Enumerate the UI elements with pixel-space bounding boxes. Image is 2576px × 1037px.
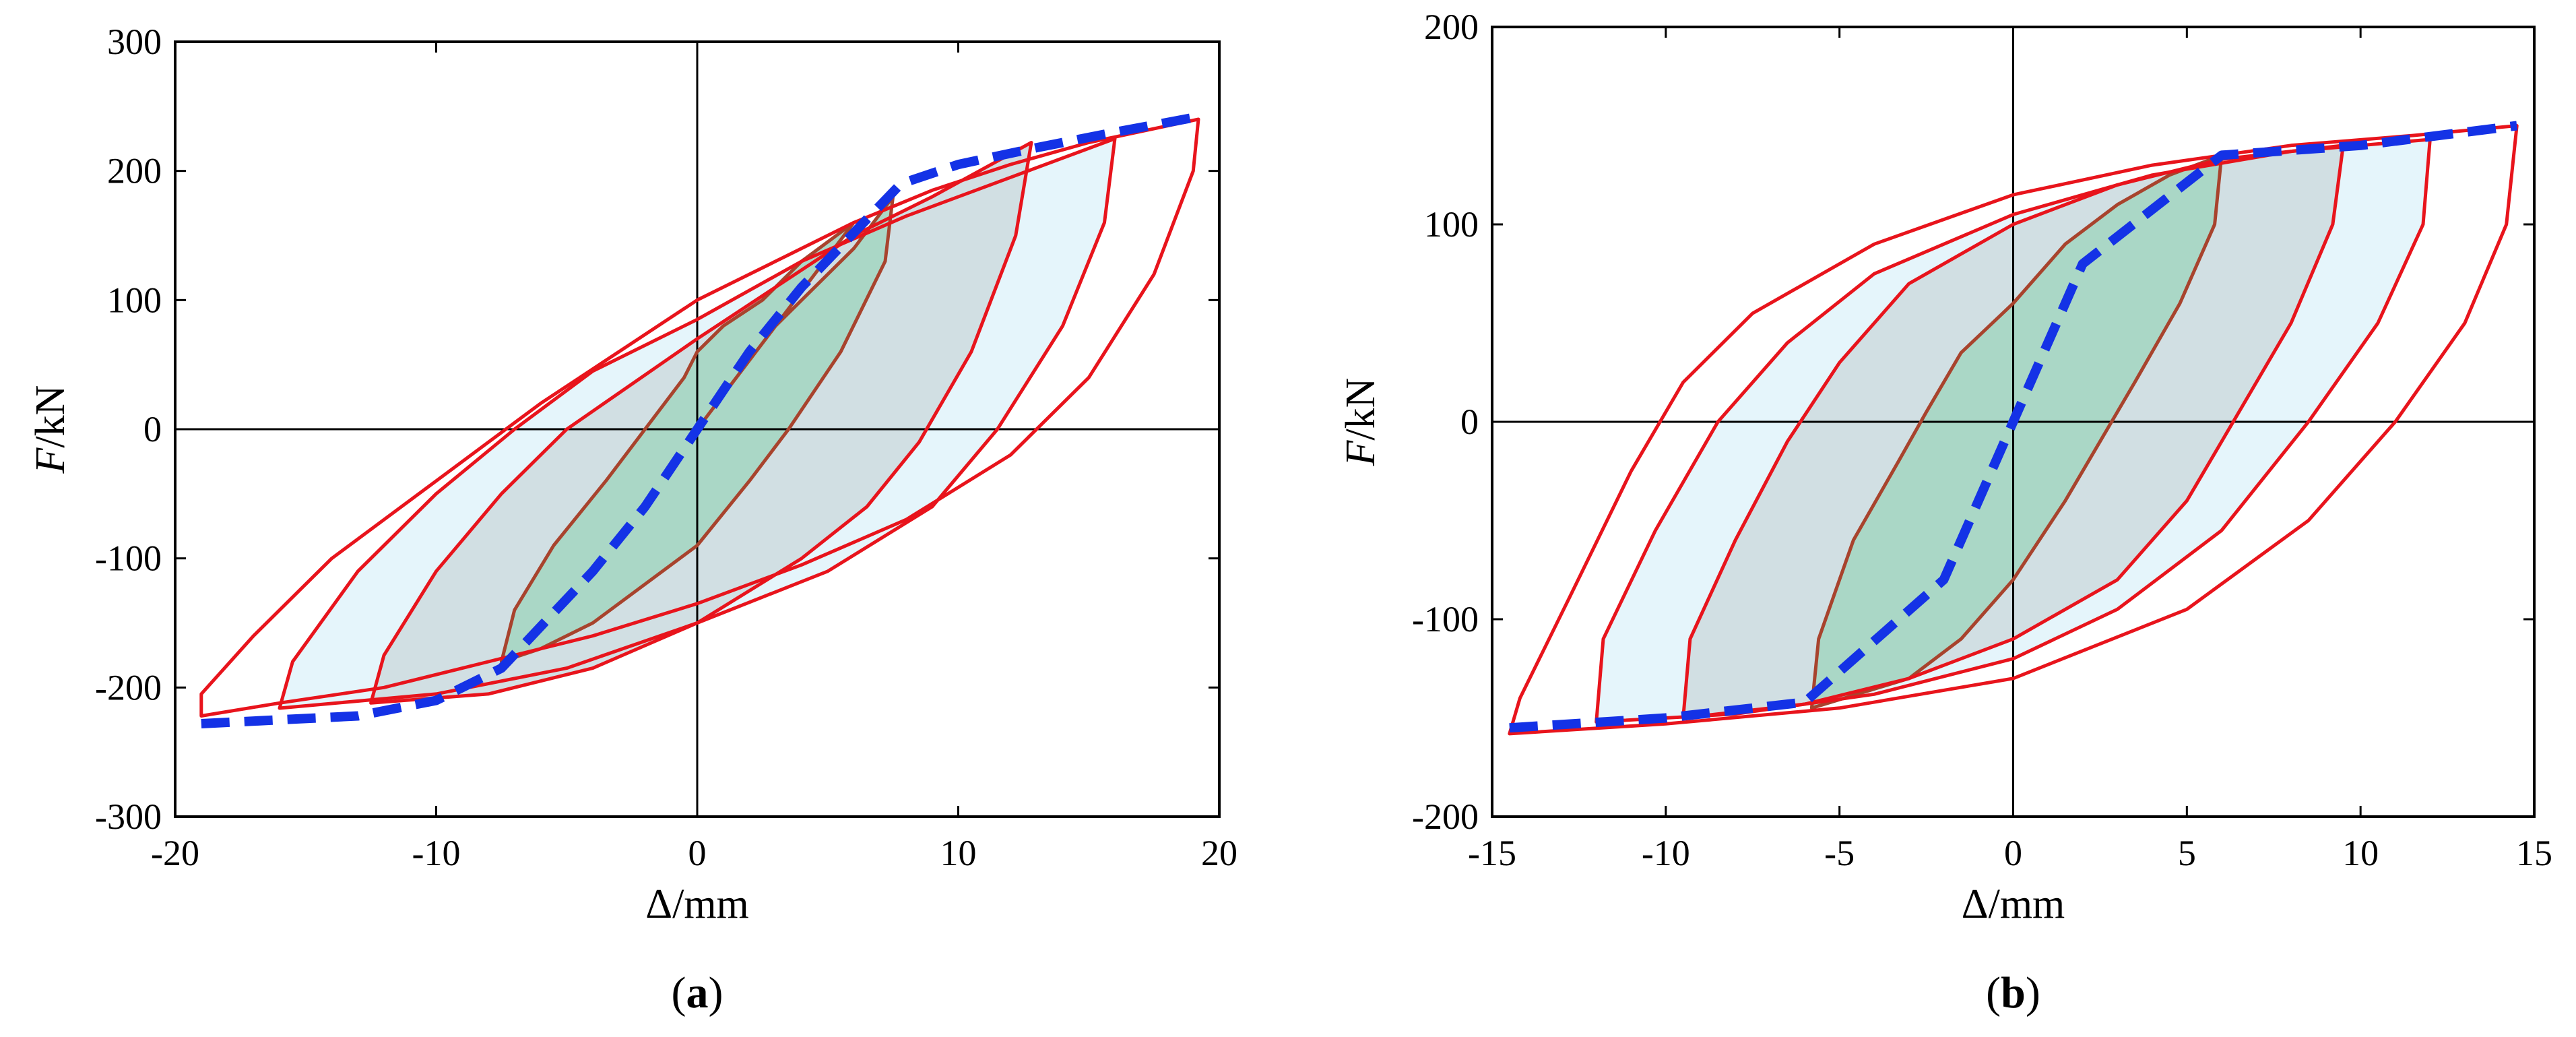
skeleton-curve (201, 112, 1200, 728)
panel-label: (b) (1986, 968, 2040, 1017)
y-tick-label: -100 (1412, 599, 1479, 639)
y-tick-label: -100 (95, 538, 162, 579)
loop-fill-1 (1811, 155, 2222, 708)
x-tick-label: -10 (1642, 833, 1690, 873)
x-tick-label: -5 (1824, 833, 1855, 873)
y-axis-title-unit: /kN (28, 385, 73, 448)
y-tick-label: 100 (1424, 204, 1479, 245)
y-axis-title: F/kN (28, 385, 73, 474)
hysteresis-loop-3 (278, 137, 1117, 710)
panel-label: (a) (672, 968, 723, 1017)
hysteresis-loop-2 (369, 141, 1033, 705)
x-tick-label: 0 (2004, 833, 2022, 873)
x-tick-label: 10 (2342, 833, 2379, 873)
y-axis-title-symbol: F (1338, 439, 1384, 466)
skeleton-curve (1509, 121, 2518, 733)
hysteresis-loop-4 (1508, 124, 2519, 736)
panel-label-open: ( (1986, 968, 2001, 1017)
y-tick-label: 200 (107, 151, 162, 191)
panel-label-close: ) (709, 968, 723, 1017)
panel-a: -20 -10 0 10 20-300-200-1000100200300Δ/mmF/k… (28, 22, 1237, 1017)
hysteresis-loop-4 (199, 117, 1200, 718)
panel-label-close: ) (2026, 968, 2040, 1017)
panel-label-letter: a (686, 968, 709, 1017)
y-axis-title-symbol: F (28, 447, 73, 474)
x-tick-label: -15 (1468, 833, 1516, 873)
x-tick-label: 5 (2178, 833, 2196, 873)
hysteresis-loop-1 (1809, 153, 2224, 710)
y-tick-label: 0 (143, 409, 162, 449)
x-tick-label: 0 (688, 833, 707, 873)
y-axis-title: F/kN (1338, 378, 1384, 467)
y-tick-label: -200 (1412, 796, 1479, 837)
panel-label-open: ( (672, 968, 686, 1017)
y-tick-label: -300 (95, 796, 162, 837)
x-axis-title: Δ/mm (1962, 881, 2065, 927)
y-tick-label: 0 (1460, 402, 1479, 442)
x-tick-label: 15 (2516, 833, 2552, 873)
x-tick-label: -20 (151, 833, 199, 873)
hysteresis-loop-1 (499, 195, 895, 664)
x-tick-label: 20 (1201, 833, 1237, 873)
y-tick-label: 100 (107, 280, 162, 320)
x-tick-label: 10 (940, 833, 977, 873)
y-axis-title-unit: /kN (1338, 378, 1384, 441)
panel-label-letter: b (2001, 968, 2026, 1017)
panel-b: -15 -10 -5 0 5 10 15 -200 -100 0 100 200 Δ/mm F/kN (b) (1338, 7, 2552, 1017)
y-tick-label: 200 (1424, 7, 1479, 47)
y-tick-label: -200 (95, 667, 162, 708)
y-tick-label: 300 (107, 22, 162, 62)
x-tick-label: -10 (412, 833, 461, 873)
x-axis-title: Δ/mm (645, 881, 749, 927)
